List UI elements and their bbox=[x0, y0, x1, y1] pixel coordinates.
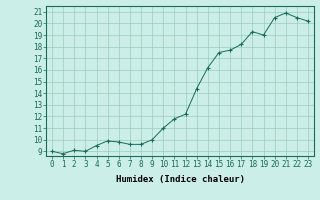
X-axis label: Humidex (Indice chaleur): Humidex (Indice chaleur) bbox=[116, 175, 244, 184]
